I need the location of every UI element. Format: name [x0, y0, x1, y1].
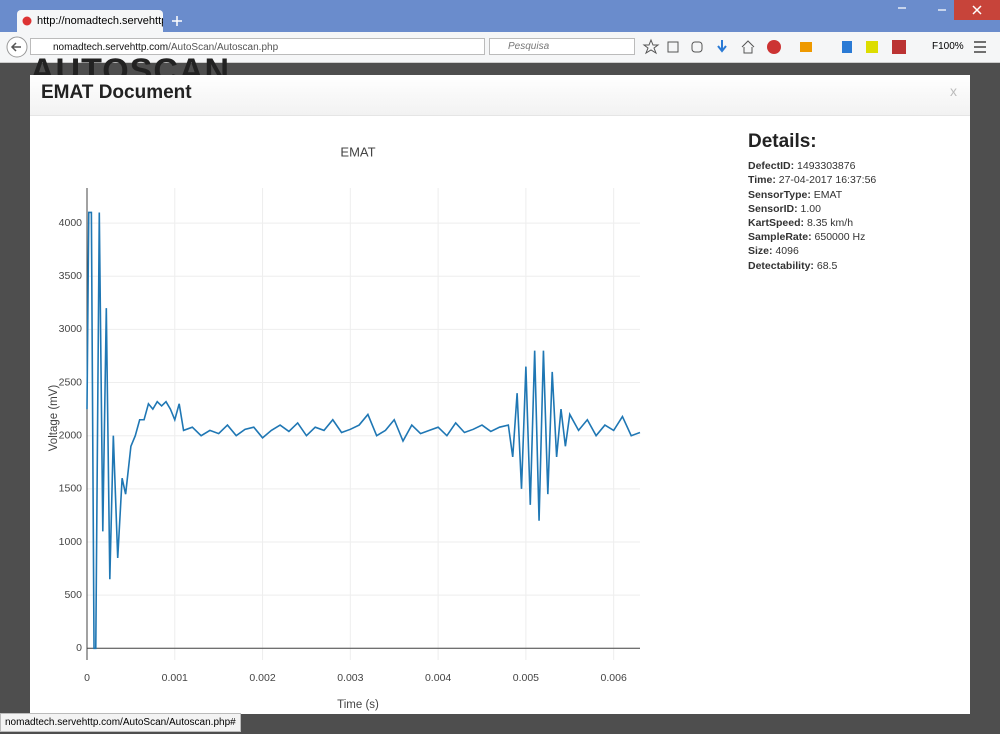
zoom-level[interactable]: F100%: [932, 41, 964, 52]
close-button[interactable]: x: [950, 83, 957, 99]
detail-label: Time:: [748, 174, 776, 187]
y-tick-label: 500: [64, 589, 82, 601]
detail-label: SampleRate:: [748, 231, 812, 244]
detail-label: SensorType:: [748, 188, 811, 201]
detail-value: 8.35 km/h: [806, 217, 854, 230]
detail-label: SensorID:: [748, 202, 798, 215]
toolbar-icons[interactable]: [642, 38, 922, 56]
x-axis-label: Time (s): [337, 699, 379, 711]
detail-value: 650000 Hz: [814, 231, 866, 244]
y-tick-label: 2000: [59, 429, 83, 441]
y-axis-label: Voltage (mV): [48, 385, 60, 452]
y-tick-label: 4000: [59, 217, 83, 229]
detail-value: 27-04-2017 16:37:56: [778, 174, 877, 187]
detail-value: 68.5: [816, 259, 838, 272]
search-box[interactable]: Pesquisa: [489, 38, 635, 55]
status-bar: nomadtech.servehttp.com/AutoScan/Autosca…: [0, 713, 241, 732]
window-controls[interactable]: [890, 0, 1000, 20]
chart: EMAT Time (s) Voltage (mV) 0 500 1000 1500 2…: [48, 144, 641, 711]
modal-header: EMAT Document x: [30, 75, 970, 116]
detail-row: Size: 4096: [748, 244, 876, 258]
nav-bar: nomadtech.servehttp.com/AutoScan/Autosca…: [0, 32, 1000, 63]
x-tick-label: 0.002: [249, 672, 275, 684]
modal-title: EMAT Document: [41, 82, 192, 103]
detail-row: KartSpeed: 8.35 km/h: [748, 216, 876, 230]
detail-value: 4096: [775, 245, 799, 258]
data-line: [86, 211, 641, 650]
url-path: /AutoScan/Autoscan.php: [168, 42, 279, 53]
x-tick-label: 0.004: [425, 672, 451, 684]
detail-value: EMAT: [813, 188, 843, 201]
modal: EMAT Document x EMAT Time (s) Voltage (m…: [30, 75, 970, 714]
back-button[interactable]: [6, 36, 28, 58]
title-bar: http://nomadtech.servehttp.c: [0, 0, 1000, 32]
new-tab[interactable]: [170, 14, 184, 28]
detail-row: SampleRate: 650000 Hz: [748, 230, 876, 244]
x-tick-label: 0.006: [601, 672, 627, 684]
detail-label: Detectability:: [748, 259, 814, 272]
x-tick-label: 0: [84, 672, 90, 684]
y-tick-label: 3500: [59, 270, 83, 282]
tab[interactable]: http://nomadtech.servehttp.c: [17, 10, 163, 32]
y-tick-label: 1500: [59, 483, 83, 495]
tab-title: http://nomadtech.servehttp.c: [37, 15, 163, 27]
y-tick-label: 2500: [59, 376, 83, 388]
url-bar[interactable]: nomadtech.servehttp.com/AutoScan/Autosca…: [30, 38, 485, 55]
details-panel: Details: DefectID: 1493303876 Time: 27-04…: [748, 131, 876, 273]
y-tick-label: 1000: [59, 536, 83, 548]
detail-row: Detectability: 68.5: [748, 259, 876, 273]
url-host: nomadtech.servehttp.com: [53, 42, 169, 53]
search-placeholder: Pesquisa: [508, 41, 550, 52]
menu-button[interactable]: [972, 40, 988, 54]
chart-title: EMAT: [340, 144, 375, 159]
detail-row: SensorType: EMAT: [748, 188, 876, 202]
y-tick-label: 0: [76, 642, 82, 654]
detail-label: KartSpeed:: [748, 217, 805, 230]
detail-value: 1.00: [800, 202, 821, 215]
detail-row: SensorID: 1.00: [748, 202, 876, 216]
y-tick-label: 3000: [59, 323, 83, 335]
x-tick-label: 0.003: [337, 672, 363, 684]
detail-row: Time: 27-04-2017 16:37:56: [748, 173, 876, 187]
detail-row: DefectID: 1493303876: [748, 159, 876, 173]
details-list: DefectID: 1493303876 Time: 27-04-2017 16:…: [748, 159, 876, 273]
x-tick-label: 0.005: [513, 672, 539, 684]
x-tick-label: 0.001: [162, 672, 188, 684]
detail-value: 1493303876: [797, 160, 856, 173]
detail-label: DefectID:: [748, 160, 795, 173]
details-heading: Details:: [748, 131, 817, 152]
favicon: [22, 16, 32, 26]
detail-label: Size:: [748, 245, 773, 258]
